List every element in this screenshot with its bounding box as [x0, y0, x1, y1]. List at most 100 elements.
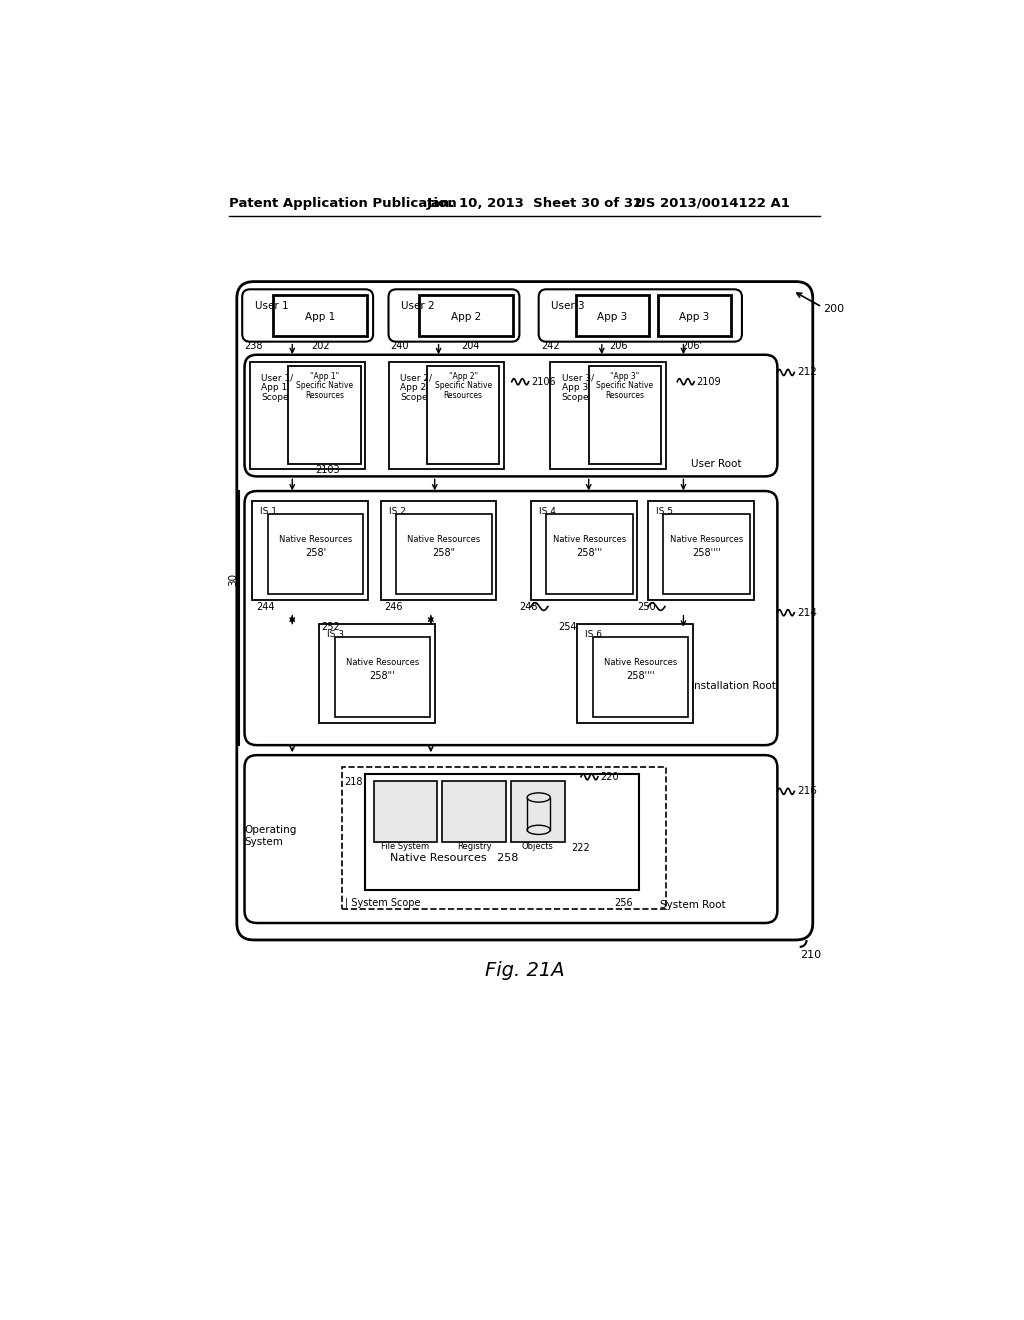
Text: | System Scope: | System Scope — [345, 898, 420, 908]
Text: Native Resources: Native Resources — [670, 535, 743, 544]
Ellipse shape — [527, 825, 550, 834]
Bar — [374, 780, 437, 842]
Bar — [589, 367, 662, 465]
Text: Resources: Resources — [305, 391, 344, 400]
FancyBboxPatch shape — [243, 289, 373, 342]
Text: Native Resources: Native Resources — [346, 659, 419, 667]
Text: 2106: 2106 — [531, 376, 556, 387]
Text: 254: 254 — [558, 622, 577, 631]
Text: Native Resources: Native Resources — [408, 535, 480, 544]
Text: 258": 258" — [432, 548, 456, 557]
Bar — [531, 502, 637, 599]
Bar — [658, 296, 731, 335]
Text: User 1: User 1 — [255, 301, 288, 312]
Text: 2103: 2103 — [315, 465, 340, 475]
Text: IS 2: IS 2 — [388, 507, 406, 516]
Bar — [578, 624, 692, 723]
Bar — [381, 502, 497, 599]
Text: "App 1": "App 1" — [310, 372, 339, 380]
Text: User 3: User 3 — [551, 301, 585, 312]
Text: 212: 212 — [798, 367, 817, 378]
Bar — [442, 780, 506, 842]
Bar — [593, 638, 688, 718]
Text: App 2: App 2 — [452, 312, 481, 322]
FancyBboxPatch shape — [237, 281, 813, 940]
Bar — [427, 367, 500, 465]
Bar — [648, 502, 755, 599]
Text: System Root: System Root — [660, 900, 726, 911]
Text: App 1: App 1 — [261, 383, 288, 392]
Text: User 3/: User 3/ — [562, 374, 594, 383]
Text: 248: 248 — [519, 602, 538, 611]
Bar — [511, 780, 565, 842]
Text: US 2013/0014122 A1: US 2013/0014122 A1 — [635, 197, 790, 210]
Text: 258'''': 258'''' — [626, 671, 654, 681]
Bar — [273, 296, 367, 335]
Bar — [335, 638, 430, 718]
Text: IS 6: IS 6 — [585, 630, 602, 639]
Text: 258': 258' — [305, 548, 326, 557]
Text: User Root: User Root — [691, 459, 741, 469]
Bar — [319, 624, 435, 723]
Text: 216: 216 — [798, 787, 817, 796]
FancyBboxPatch shape — [539, 289, 742, 342]
Text: Jan. 10, 2013  Sheet 30 of 32: Jan. 10, 2013 Sheet 30 of 32 — [427, 197, 643, 210]
Text: Native Resources: Native Resources — [604, 659, 677, 667]
Text: Specific Native: Specific Native — [296, 381, 353, 389]
Text: Scope: Scope — [562, 393, 590, 403]
Text: 222: 222 — [571, 842, 590, 853]
Text: 246: 246 — [385, 602, 403, 611]
Text: Specific Native: Specific Native — [596, 381, 653, 389]
Text: Native Resources   258: Native Resources 258 — [390, 853, 518, 862]
Text: Scope: Scope — [400, 393, 428, 403]
Text: App 3: App 3 — [679, 312, 710, 322]
Bar — [267, 515, 364, 594]
Text: 258'''': 258'''' — [692, 548, 721, 557]
Text: 202: 202 — [311, 342, 330, 351]
Text: 244: 244 — [256, 602, 274, 611]
Bar — [547, 515, 633, 594]
Bar — [388, 363, 504, 469]
Text: Objects: Objects — [522, 842, 554, 850]
Text: User 2/: User 2/ — [400, 374, 432, 383]
Text: App 2: App 2 — [400, 383, 426, 392]
Bar — [342, 767, 666, 909]
Bar — [289, 367, 360, 465]
Text: IS 1: IS 1 — [260, 507, 276, 516]
Text: 252: 252 — [322, 622, 340, 631]
FancyBboxPatch shape — [245, 491, 777, 744]
FancyBboxPatch shape — [388, 289, 519, 342]
Bar — [366, 775, 639, 890]
Text: 250: 250 — [637, 602, 655, 611]
Text: User 1/: User 1/ — [261, 374, 294, 383]
Ellipse shape — [527, 793, 550, 803]
Text: Native Resources: Native Resources — [279, 535, 352, 544]
Bar — [252, 502, 368, 599]
Bar — [575, 296, 649, 335]
Text: Installation Root: Installation Root — [691, 681, 776, 690]
Text: IS 4: IS 4 — [539, 507, 556, 516]
FancyBboxPatch shape — [245, 755, 777, 923]
Text: 258''': 258''' — [577, 548, 602, 557]
Text: 258"': 258"' — [370, 671, 395, 681]
Bar — [419, 296, 513, 335]
Text: 242: 242 — [541, 342, 559, 351]
Text: App 3: App 3 — [597, 312, 627, 322]
Text: 206: 206 — [609, 342, 628, 351]
Text: 2109: 2109 — [696, 376, 721, 387]
Bar — [550, 363, 666, 469]
Text: File System: File System — [381, 842, 429, 850]
Bar — [664, 515, 750, 594]
Text: Fig. 21A: Fig. 21A — [485, 961, 564, 981]
Text: "App 2": "App 2" — [449, 372, 478, 380]
Text: Resources: Resources — [443, 391, 482, 400]
Bar — [396, 515, 492, 594]
Text: 256: 256 — [614, 898, 633, 908]
Text: 204: 204 — [462, 342, 480, 351]
Text: 200: 200 — [823, 305, 845, 314]
FancyBboxPatch shape — [245, 355, 777, 477]
Text: Native Resources: Native Resources — [553, 535, 626, 544]
Text: 220: 220 — [600, 772, 618, 781]
Text: "App 3": "App 3" — [610, 372, 640, 380]
Text: 214: 214 — [798, 607, 817, 618]
